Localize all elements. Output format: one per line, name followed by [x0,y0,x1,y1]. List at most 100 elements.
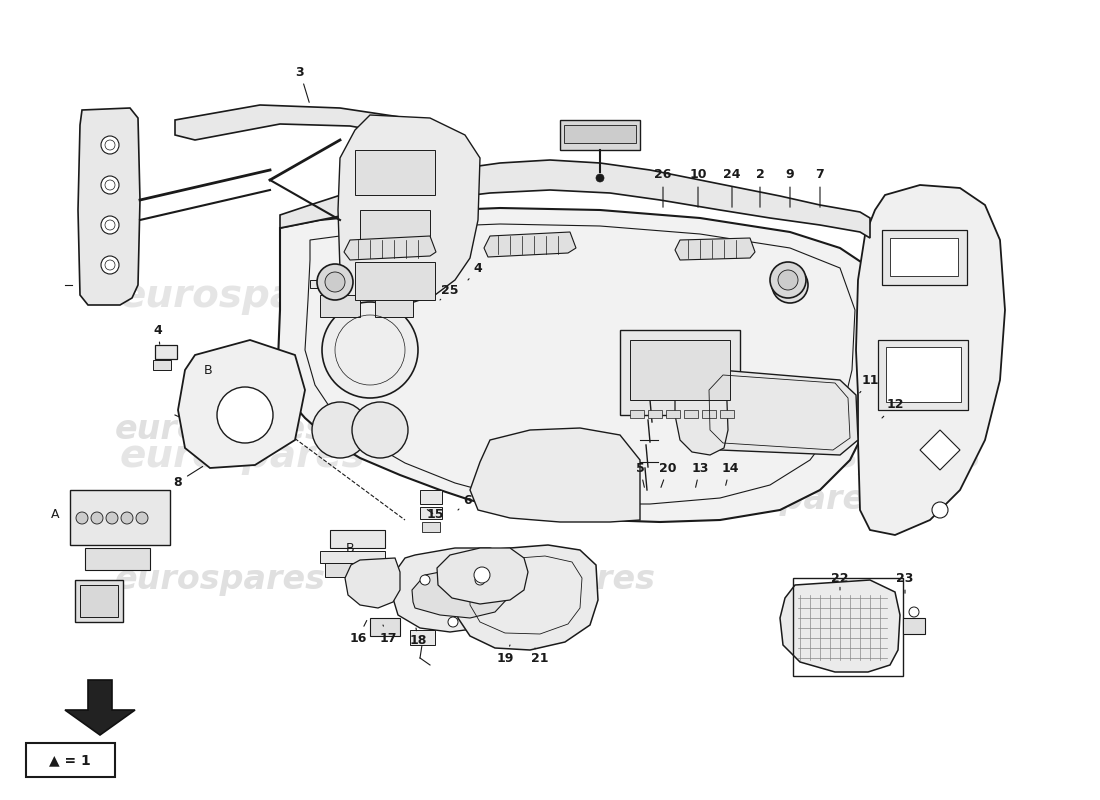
FancyBboxPatch shape [26,743,116,777]
Polygon shape [78,108,140,305]
Bar [684,410,699,418]
Polygon shape [920,430,960,470]
Bar [882,230,967,285]
Text: 11: 11 [860,374,879,393]
Circle shape [317,264,353,300]
Circle shape [475,575,485,585]
Circle shape [136,512,149,524]
Text: eurospares: eurospares [114,563,326,597]
Bar [878,340,968,410]
Text: 10: 10 [690,169,706,207]
Bar [355,262,434,300]
Bar [630,340,730,400]
Bar [886,347,961,402]
Text: 4: 4 [154,323,163,344]
Circle shape [772,267,808,303]
Text: 26: 26 [654,169,672,207]
Text: B: B [204,363,212,377]
Circle shape [91,512,103,524]
Bar [903,618,925,634]
Polygon shape [470,428,640,522]
Bar [155,345,177,359]
Bar [70,490,170,545]
Circle shape [324,272,345,292]
Circle shape [322,302,418,398]
Polygon shape [703,370,858,455]
Circle shape [909,607,918,617]
Bar [324,563,383,577]
Text: 3: 3 [296,66,309,102]
Polygon shape [338,115,480,308]
Polygon shape [178,340,305,468]
Bar [375,295,412,317]
Text: 13: 13 [691,462,708,487]
Circle shape [352,402,408,458]
Text: eurospares: eurospares [444,563,656,597]
Text: 12: 12 [882,398,904,418]
Polygon shape [278,208,870,522]
Circle shape [106,512,118,524]
Text: eurospares: eurospares [444,414,656,446]
Bar [630,410,644,418]
Bar [702,410,716,418]
Text: ▲ = 1: ▲ = 1 [50,753,91,767]
Bar [370,618,400,636]
Bar [666,410,680,418]
Bar [355,150,434,195]
Polygon shape [484,232,576,257]
Polygon shape [856,185,1005,535]
Text: 2: 2 [756,169,764,207]
Circle shape [448,617,458,627]
Polygon shape [392,548,518,632]
Bar [620,330,740,415]
Text: 23: 23 [896,571,914,594]
Bar [330,530,385,548]
Polygon shape [345,558,400,608]
Text: 22: 22 [832,571,849,590]
Bar [420,490,442,504]
Text: 14: 14 [722,462,739,486]
Text: 8: 8 [174,466,202,489]
Circle shape [76,512,88,524]
Bar [85,548,150,570]
Circle shape [101,176,119,194]
Bar [648,410,662,418]
Text: 21: 21 [531,648,549,665]
Bar [564,125,636,143]
Bar [310,280,332,288]
Bar [720,410,734,418]
Text: eurospares: eurospares [482,437,728,475]
Circle shape [217,387,273,443]
Text: 17: 17 [379,625,397,645]
Polygon shape [780,580,900,672]
Text: 7: 7 [815,169,824,207]
Bar [320,295,360,317]
Bar [80,585,118,617]
Bar [410,630,435,645]
Polygon shape [412,570,508,618]
Text: 9: 9 [785,169,794,207]
Circle shape [101,256,119,274]
Circle shape [101,136,119,154]
Polygon shape [456,545,598,650]
Polygon shape [175,105,460,148]
Bar [153,360,170,370]
Text: 5: 5 [636,462,645,487]
Bar [793,578,903,676]
Bar [75,580,123,622]
Polygon shape [675,355,728,455]
Text: 6: 6 [458,494,472,510]
Circle shape [101,216,119,234]
Text: 20: 20 [659,462,676,487]
Polygon shape [437,548,528,604]
Circle shape [121,512,133,524]
Text: eurospares: eurospares [114,414,326,446]
Text: 4: 4 [468,262,483,280]
Bar [560,120,640,150]
Circle shape [312,402,368,458]
Text: 15: 15 [427,509,443,522]
Bar [890,238,958,276]
Bar [320,551,385,563]
Circle shape [770,262,806,298]
Text: eurospares: eurospares [119,277,365,315]
